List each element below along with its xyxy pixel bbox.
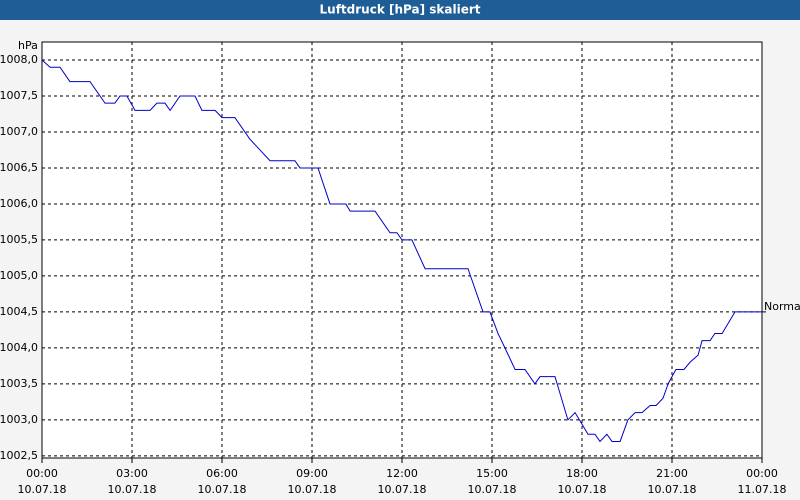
x-tick-date: 10.07.18 (108, 483, 157, 496)
x-tick-label: 12:00 (386, 467, 418, 480)
x-tick-date: 10.07.18 (468, 483, 517, 496)
y-tick-label: 1007,5 (0, 89, 38, 102)
x-tick-label: 18:00 (566, 467, 598, 480)
x-tick-label: 00:00 (26, 467, 58, 480)
legend-label: Normal (764, 300, 800, 313)
y-tick-label: 1005,0 (0, 269, 38, 282)
x-tick-label: 21:00 (656, 467, 688, 480)
x-tick-date: 10.07.18 (558, 483, 607, 496)
y-tick-label: 1002,5 (0, 449, 38, 462)
plot-area (41, 41, 763, 459)
x-tick-date: 10.07.18 (288, 483, 337, 496)
x-tick-date: 10.07.18 (378, 483, 427, 496)
y-tick-label: 1005,5 (0, 233, 38, 246)
y-tick-label: 1004,5 (0, 305, 38, 318)
x-tick-label: 15:00 (476, 467, 508, 480)
x-tick-date: 10.07.18 (18, 483, 67, 496)
y-tick-label: 1003,0 (0, 413, 38, 426)
y-tick-label: 1004,0 (0, 341, 38, 354)
y-axis-label: hPa (18, 39, 38, 52)
x-tick-label: 00:00 (746, 467, 778, 480)
chart-title: Luftdruck [hPa] skaliert (320, 3, 481, 17)
y-tick-label: 1006,5 (0, 161, 38, 174)
x-tick-date: 10.07.18 (198, 483, 247, 496)
y-tick-label: 1006,0 (0, 197, 38, 210)
x-tick-date: 10.07.18 (648, 483, 697, 496)
y-tick-label: 1003,5 (0, 377, 38, 390)
y-tick-label: 1007,0 (0, 125, 38, 138)
x-tick-label: 03:00 (116, 467, 148, 480)
y-tick-label: 1008,0 (0, 53, 38, 66)
title-bar (0, 0, 800, 20)
x-tick-date: 11.07.18 (738, 483, 787, 496)
x-tick-label: 09:00 (296, 467, 328, 480)
data-line (41, 59, 762, 443)
x-tick-label: 06:00 (206, 467, 238, 480)
